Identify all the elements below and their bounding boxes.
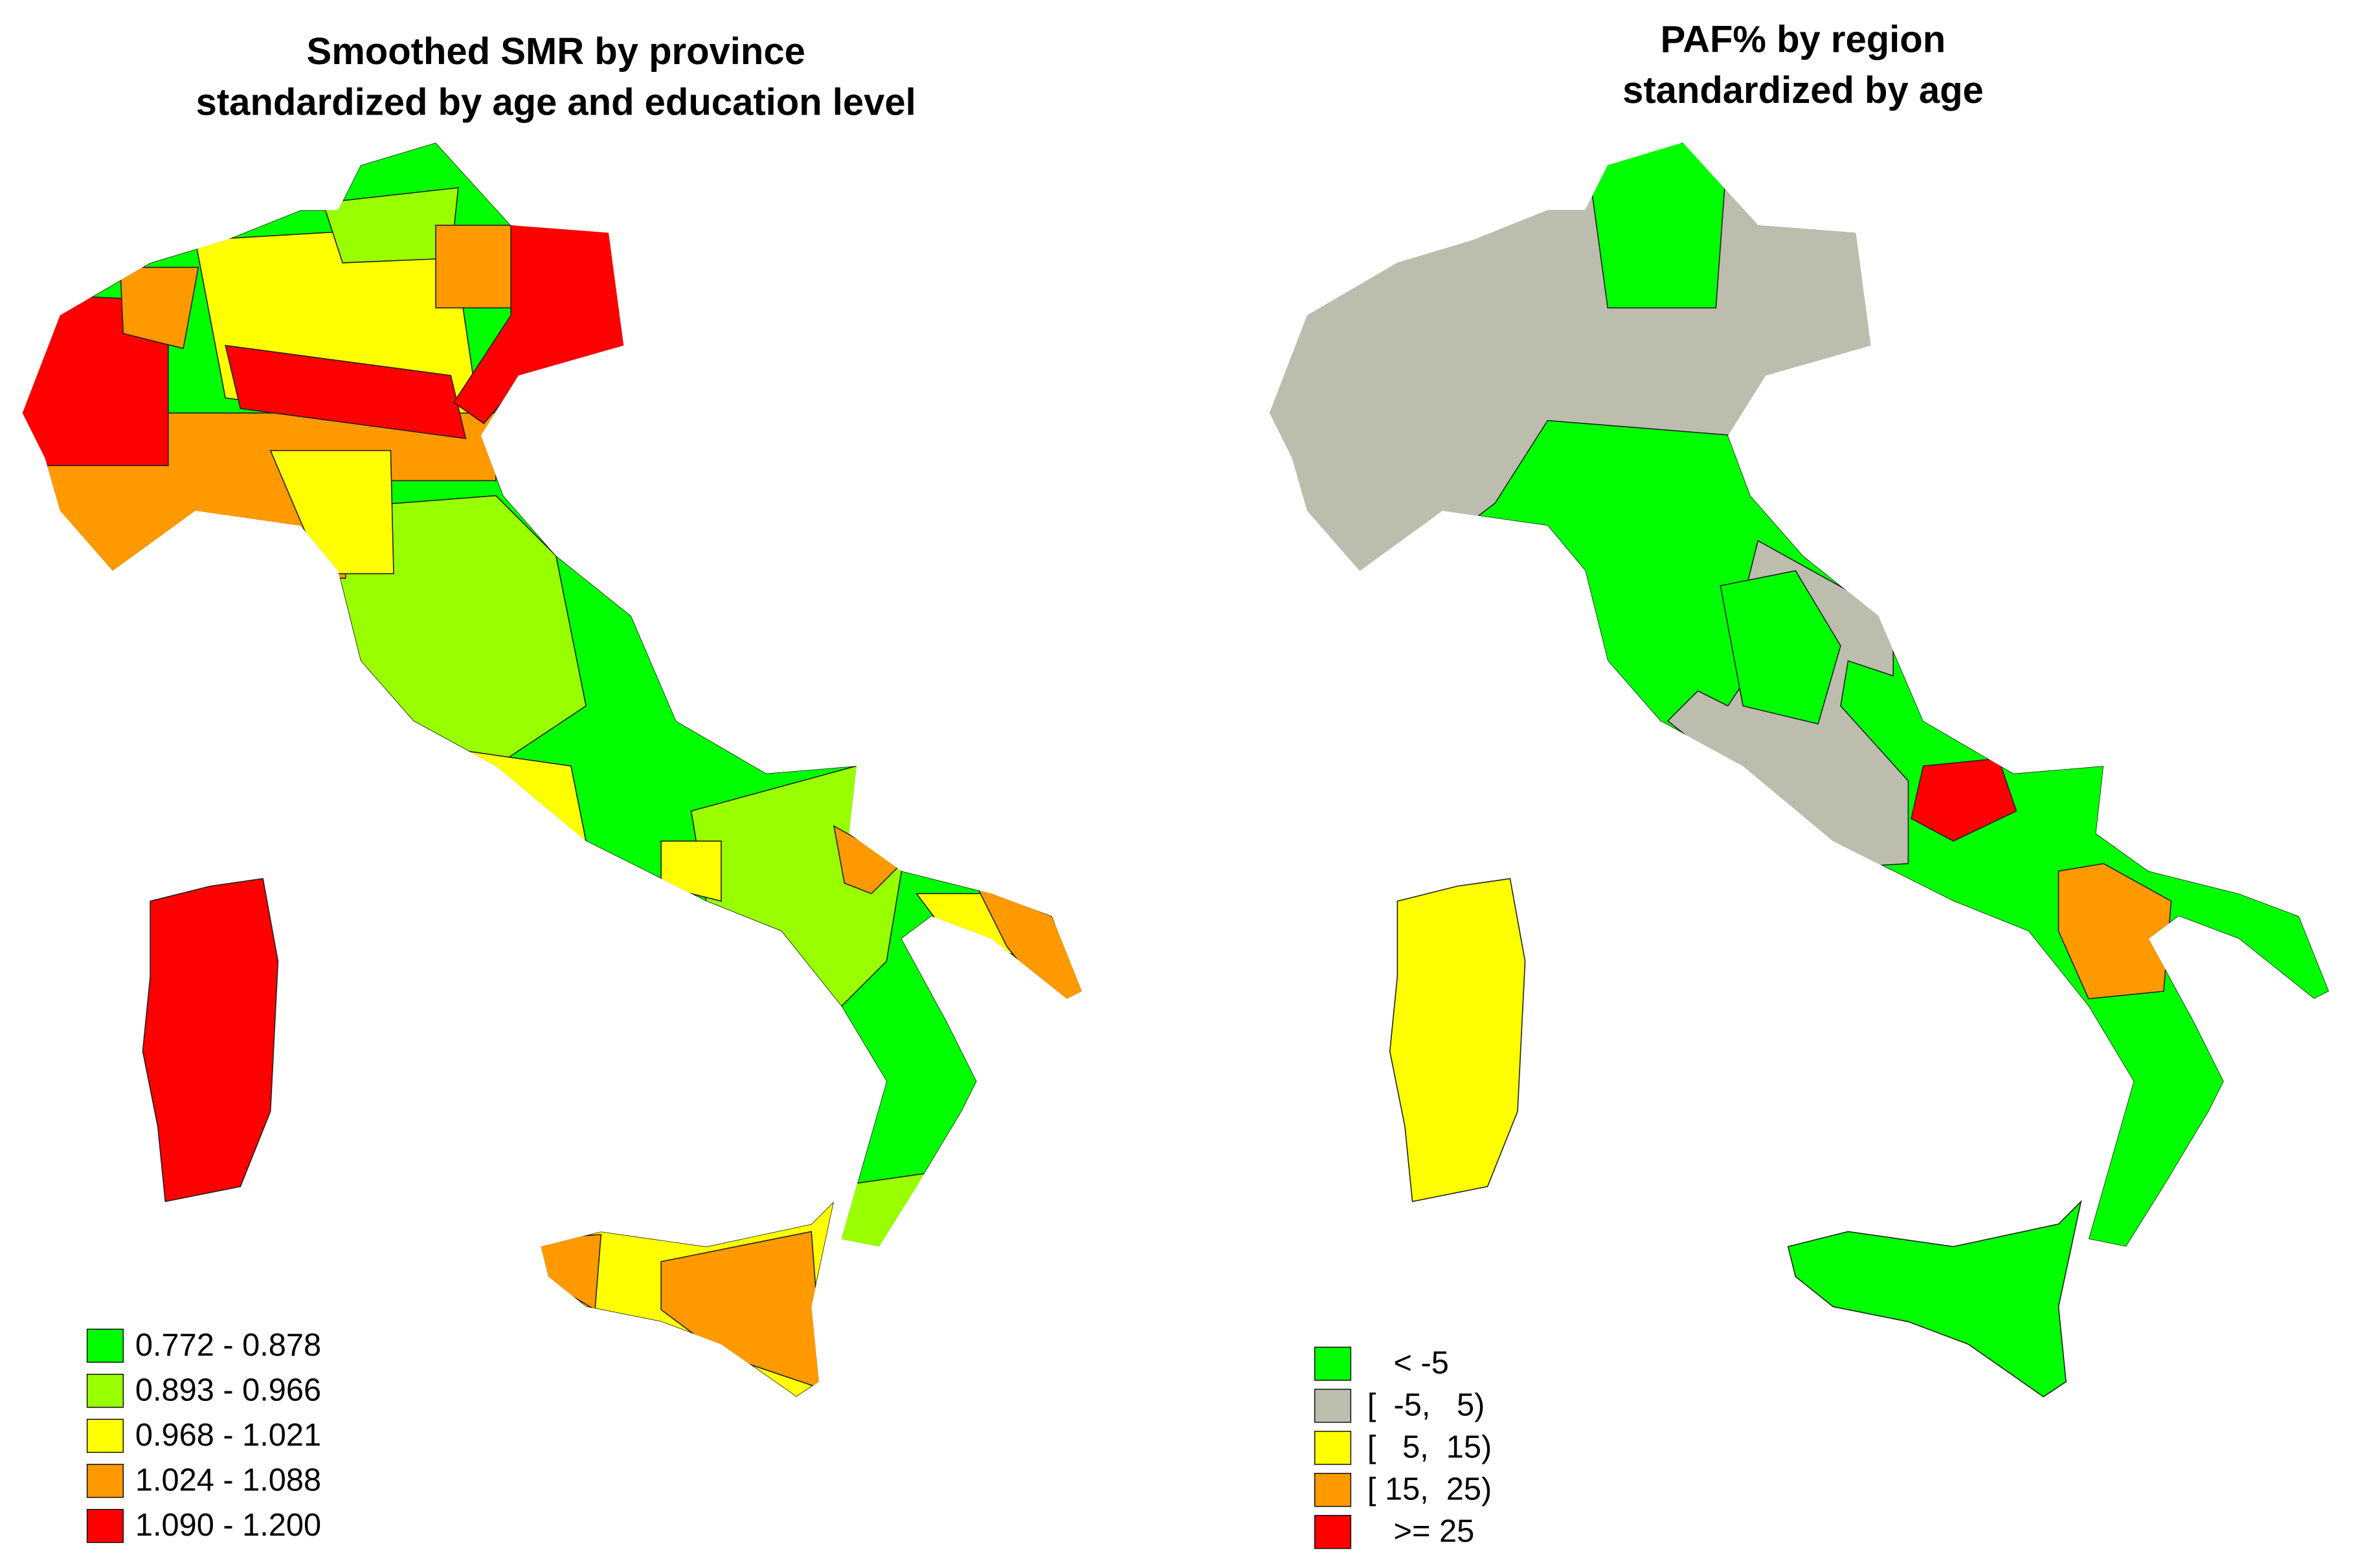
- legend-swatch: [86, 1508, 124, 1543]
- legend-label: 1.090 - 1.200: [135, 1508, 321, 1543]
- legend-label: [ 5, 15): [1367, 1430, 1492, 1465]
- mainland: [22, 142, 1082, 1247]
- region: [1584, 142, 1729, 309]
- legend: 0.772 - 0.878 0.893 - 0.966 0.968 - 1.021 1…: [86, 1328, 321, 1543]
- legend-label: < -5: [1367, 1346, 1449, 1381]
- legend-label: 1.024 - 1.088: [135, 1463, 321, 1498]
- legend-swatch: [1314, 1431, 1352, 1465]
- legend-swatch: [1314, 1515, 1352, 1549]
- legend-swatch: [86, 1374, 124, 1408]
- map-title: Smoothed SMR by province: [307, 30, 805, 73]
- legend-swatch: [1314, 1347, 1352, 1381]
- region: [541, 1234, 602, 1311]
- legend-swatch: [1314, 1389, 1352, 1423]
- region: [660, 840, 722, 902]
- region: [825, 1170, 940, 1247]
- region: [225, 344, 467, 440]
- region: [975, 885, 1082, 1004]
- legend-swatch: [86, 1328, 124, 1363]
- legend-swatch: [1314, 1473, 1352, 1507]
- region: [1720, 570, 1841, 725]
- legend-swatch: [86, 1464, 124, 1498]
- legend-label: >= 25: [1367, 1514, 1474, 1549]
- region: [1787, 1200, 2082, 1398]
- region: [1389, 878, 1526, 1202]
- map: [22, 142, 1082, 1397]
- map-title: PAF% by region: [1661, 18, 1946, 60]
- region: [660, 1231, 824, 1391]
- legend-label: [ -5, 5): [1367, 1388, 1485, 1423]
- map-subtitle: standardized by age and education level: [196, 82, 916, 124]
- legend-label: 0.893 - 0.966: [135, 1372, 321, 1407]
- sicily: [541, 1201, 835, 1397]
- region: [1911, 757, 2017, 842]
- region: [142, 878, 279, 1202]
- legend-label: [ 15, 25): [1367, 1472, 1492, 1507]
- region: [119, 267, 199, 350]
- legend-swatch: [86, 1418, 124, 1453]
- region: [2058, 863, 2172, 1000]
- legend-label: 0.968 - 1.021: [135, 1418, 321, 1453]
- map-subtitle: standardized by age: [1622, 69, 1984, 111]
- legend-label: 0.772 - 0.878: [135, 1328, 321, 1363]
- map: [1270, 142, 2329, 1398]
- legend: < -5 [ -5, 5) [ 5, 15) [ 15, 25) >= 25: [1314, 1346, 1492, 1549]
